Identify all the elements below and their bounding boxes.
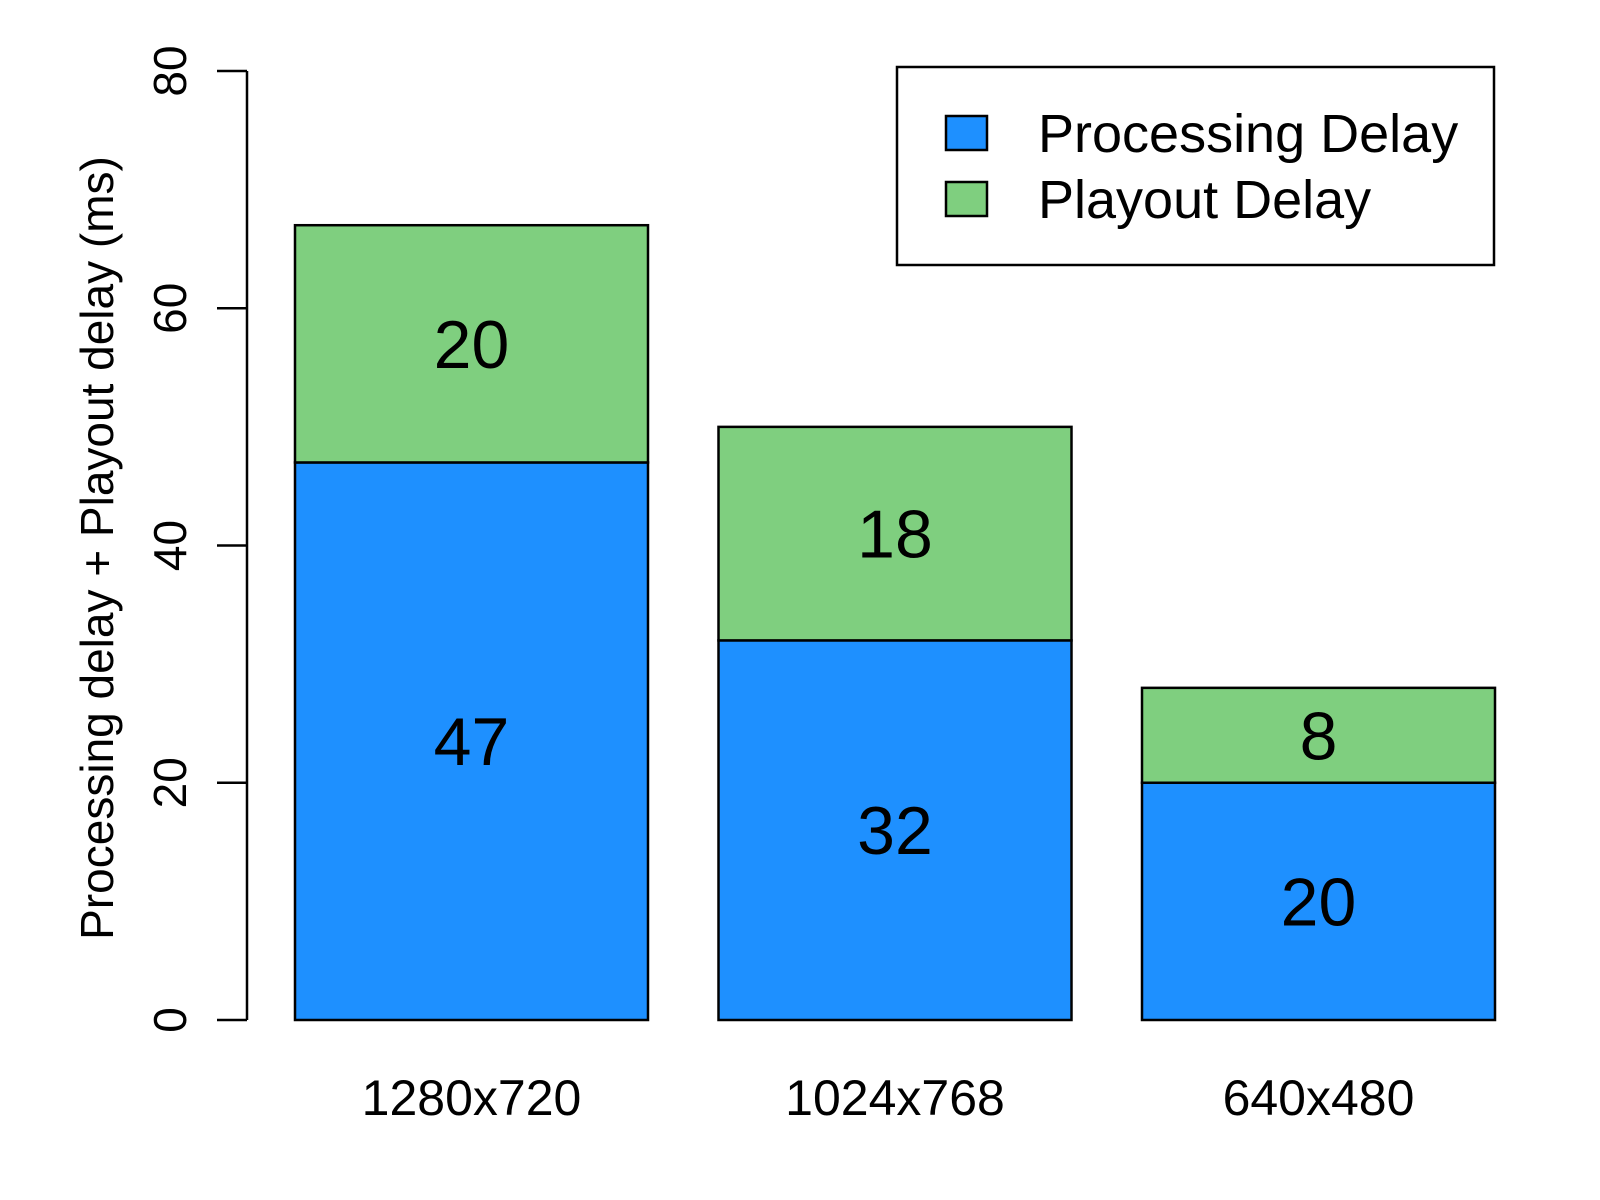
y-tick-label: 80: [144, 45, 196, 96]
bar-value-label: 8: [1300, 698, 1338, 774]
legend-label: Playout Delay: [1038, 170, 1371, 230]
legend-swatch: [944, 180, 989, 218]
bar-segment: [717, 639, 1073, 1022]
y-tick-label: 0: [144, 1007, 196, 1033]
x-axis-labels: 1280x720 1024x768 640x480: [362, 1070, 1415, 1126]
bar-segment: [1140, 686, 1497, 784]
bars: 47 20 32 18 20 8: [293, 223, 1497, 1022]
y-tick-label: 40: [144, 520, 196, 571]
bar-value-label: 47: [434, 704, 510, 780]
bar-value-label: 20: [434, 307, 510, 383]
legend-label: Processing Delay: [1038, 104, 1458, 164]
bar-segment: [1140, 781, 1497, 1022]
bar-value-label: 20: [1281, 864, 1357, 940]
legend-box: [895, 65, 1496, 267]
x-category-label: 1280x720: [362, 1070, 582, 1126]
x-category-label: 1024x768: [785, 1070, 1005, 1126]
y-axis: 0 20 40 60 80: [144, 45, 249, 1033]
bar-segment: [293, 461, 650, 1022]
y-tick-label: 20: [144, 757, 196, 808]
bar-segment: [293, 223, 650, 464]
legend-swatch: [944, 114, 989, 152]
y-tick-label: 60: [144, 283, 196, 334]
bar-value-label: 18: [857, 497, 933, 573]
bar-segment: [717, 425, 1073, 642]
bar-value-label: 32: [857, 793, 933, 869]
y-axis-title: Processing delay + Playout delay (ms): [71, 156, 123, 940]
x-category-label: 640x480: [1223, 1070, 1415, 1126]
